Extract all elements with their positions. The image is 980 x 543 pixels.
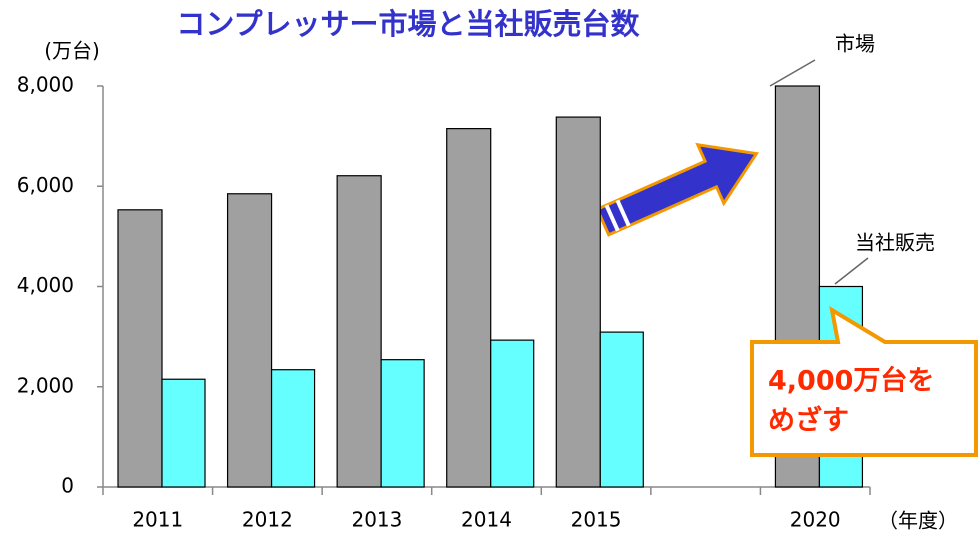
leader-line [834,257,869,285]
x-tick-label: 2013 [351,508,402,532]
y-tick-label: 6,000 [17,173,74,197]
bar [555,116,601,488]
bar [380,359,425,488]
x-tick-label: 2012 [242,508,293,532]
bar [336,175,382,488]
y-tick-label: 0 [61,474,74,498]
y-axis-label: (万台) [44,39,100,63]
bar [117,209,163,488]
bar [161,378,206,488]
x-axis-label: （年度） [878,509,958,533]
y-tick-label: 8,000 [17,73,74,97]
bar [270,369,316,488]
annotation: めざす [768,405,849,437]
callout-box [750,305,978,457]
series-label: 当社販売 [855,231,935,255]
y-tick-label: 4,000 [17,273,74,297]
x-tick-label: 2014 [461,508,512,532]
bar [599,331,644,488]
y-tick-label: 2,000 [17,373,74,397]
x-tick-label: 2011 [132,508,183,532]
bar [226,193,273,488]
bar [446,128,492,488]
x-tick-label: 2020 [790,508,841,532]
chart-title: コンプレッサー市場と当社販売台数 [176,7,640,41]
trend-arrow [595,142,760,237]
leader-line [769,59,816,87]
x-tick-label: 2015 [571,508,622,532]
bar [490,339,535,488]
annotation: 4,000万台を [768,365,934,397]
series-label: 市場 [835,32,875,56]
